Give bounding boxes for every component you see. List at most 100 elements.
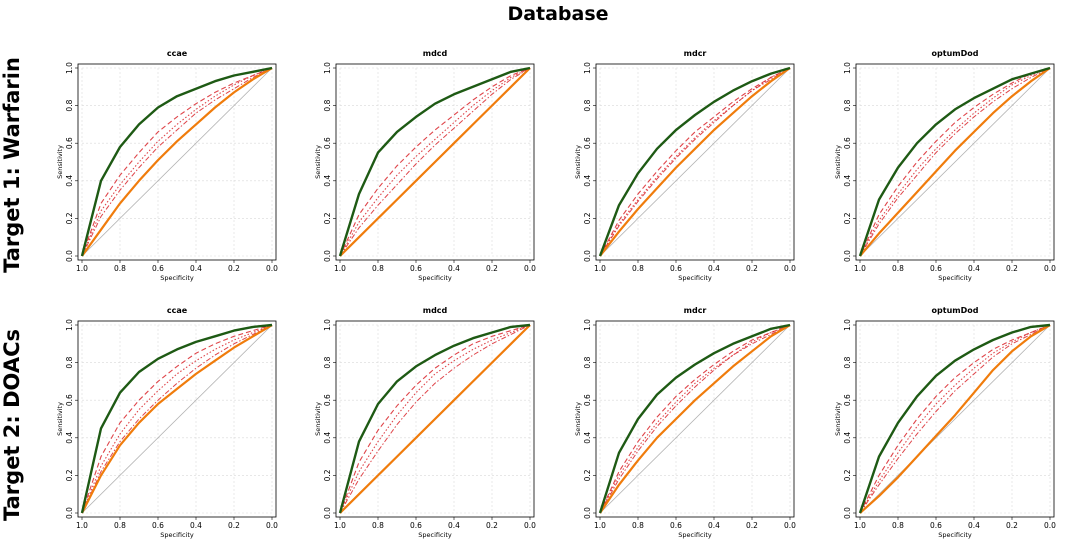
y-tick-label: 0.6 [843,394,852,406]
roc-curve-model-a [339,67,531,257]
reference-diagonal [81,67,273,257]
panel-title: mdcr [684,306,707,315]
plot-frame [595,320,795,518]
x-tick-label: 0.4 [968,521,980,530]
x-tick-label: 0.6 [670,521,682,530]
y-tick-label: 1.0 [583,62,592,74]
roc-curve-best [858,323,1051,514]
roc-curve-model-c [599,67,791,257]
reference-diagonal [859,324,1051,514]
roc-curve-best [598,323,791,514]
x-tick-label: 0.0 [266,264,278,273]
plot-frame [855,63,1055,261]
x-axis-label: Specificity [938,274,972,282]
roc-curve-model-a [599,67,791,257]
roc-curve-baseline [339,324,531,514]
y-tick-label: 0.4 [323,432,332,444]
x-tick-label: 0.2 [746,264,758,273]
roc-curve-model-c [339,324,531,514]
y-tick-label: 0.8 [843,99,852,111]
roc-curve-model-c [859,67,1051,257]
panel-grid: ccae 1.0 0.8 0.6 0.4 0.2 0.0 0.0 0.2 0.4 0.6 0.8 1.0… [56,49,1056,539]
x-tick-label: 0.4 [708,521,720,530]
y-tick-label: 0.4 [843,432,852,444]
y-tick-label: 0.8 [583,356,592,368]
x-tick-label: 1.0 [334,521,346,530]
x-tick-label: 0.0 [1044,521,1056,530]
y-tick-label: 0.8 [843,356,852,368]
x-tick-label: 0.8 [632,521,644,530]
panel-title: ccae [167,306,188,315]
y-tick-label: 0.0 [65,507,74,519]
x-tick-label: 0.6 [670,264,682,273]
x-tick-label: 0.2 [746,521,758,530]
y-tick-label: 1.0 [843,319,852,331]
x-tick-label: 0.2 [228,264,240,273]
roc-curve-baseline [599,324,791,514]
x-axis-label: Specificity [678,274,712,282]
roc-curve-model-a [81,324,273,514]
y-tick-label: 0.8 [65,99,74,111]
y-tick-label: 0.6 [583,137,592,149]
x-axis-label: Specificity [938,531,972,539]
y-axis-label: Sensitivity [834,402,842,436]
roc-panel-mdcr-1: mdcr 1.0 0.8 0.6 0.4 0.2 0.0 0.0 0.2 0.4 0.6 0.8 1.0… [574,49,796,282]
y-tick-label: 0.8 [323,356,332,368]
roc-curve-model-c [81,324,273,514]
y-axis-label: Sensitivity [314,145,322,179]
plot-frame [855,320,1055,518]
roc-curve-model-a [339,324,531,514]
x-tick-label: 0.8 [632,264,644,273]
panel-title: optumDod [932,49,979,58]
roc-curve-best [80,66,273,257]
y-tick-label: 0.0 [843,507,852,519]
x-tick-label: 0.6 [930,264,942,273]
x-tick-label: 0.4 [708,264,720,273]
roc-curve-baseline [859,67,1051,257]
x-tick-label: 0.0 [784,264,796,273]
y-tick-label: 0.4 [65,432,74,444]
y-tick-label: 0.0 [323,507,332,519]
y-tick-label: 0.0 [583,507,592,519]
plot-frame [77,320,277,518]
x-tick-label: 1.0 [334,264,346,273]
panel-title: mdcd [423,49,448,58]
x-tick-label: 0.8 [892,264,904,273]
x-tick-label: 0.2 [1006,521,1018,530]
roc-panel-ccae-2: ccae 1.0 0.8 0.6 0.4 0.2 0.0 0.0 0.2 0.4 0.6 0.8 1.0… [56,306,278,539]
x-tick-label: 0.0 [1044,264,1056,273]
roc-curve-baseline [599,67,791,257]
roc-curve-best [338,323,531,514]
y-tick-label: 0.6 [583,394,592,406]
x-tick-label: 0.0 [784,521,796,530]
roc-curve-model-b [81,67,273,257]
reference-diagonal [859,67,1051,257]
y-tick-label: 0.6 [323,394,332,406]
x-tick-label: 0.0 [524,264,536,273]
y-tick-label: 0.6 [65,137,74,149]
y-tick-label: 0.4 [583,175,592,187]
y-tick-label: 1.0 [583,319,592,331]
x-tick-label: 0.2 [486,521,498,530]
y-tick-label: 1.0 [323,62,332,74]
roc-curve-best [598,66,791,257]
y-tick-label: 0.8 [65,356,74,368]
y-tick-label: 0.2 [65,212,74,224]
y-tick-label: 0.2 [323,469,332,481]
x-tick-label: 1.0 [76,264,88,273]
roc-curve-model-b [859,67,1051,257]
plot-frame [335,63,535,261]
reference-diagonal [599,324,791,514]
roc-curve-model-c [859,324,1051,514]
x-tick-label: 0.6 [152,521,164,530]
x-tick-label: 0.8 [372,521,384,530]
y-tick-label: 0.4 [323,175,332,187]
x-tick-label: 0.4 [448,521,460,530]
roc-curve-best [858,66,1051,257]
x-tick-label: 0.8 [372,264,384,273]
y-axis-label: Sensitivity [834,145,842,179]
y-axis-label: Sensitivity [574,402,582,436]
x-tick-label: 0.0 [266,521,278,530]
reference-diagonal [81,324,273,514]
x-tick-label: 0.4 [448,264,460,273]
